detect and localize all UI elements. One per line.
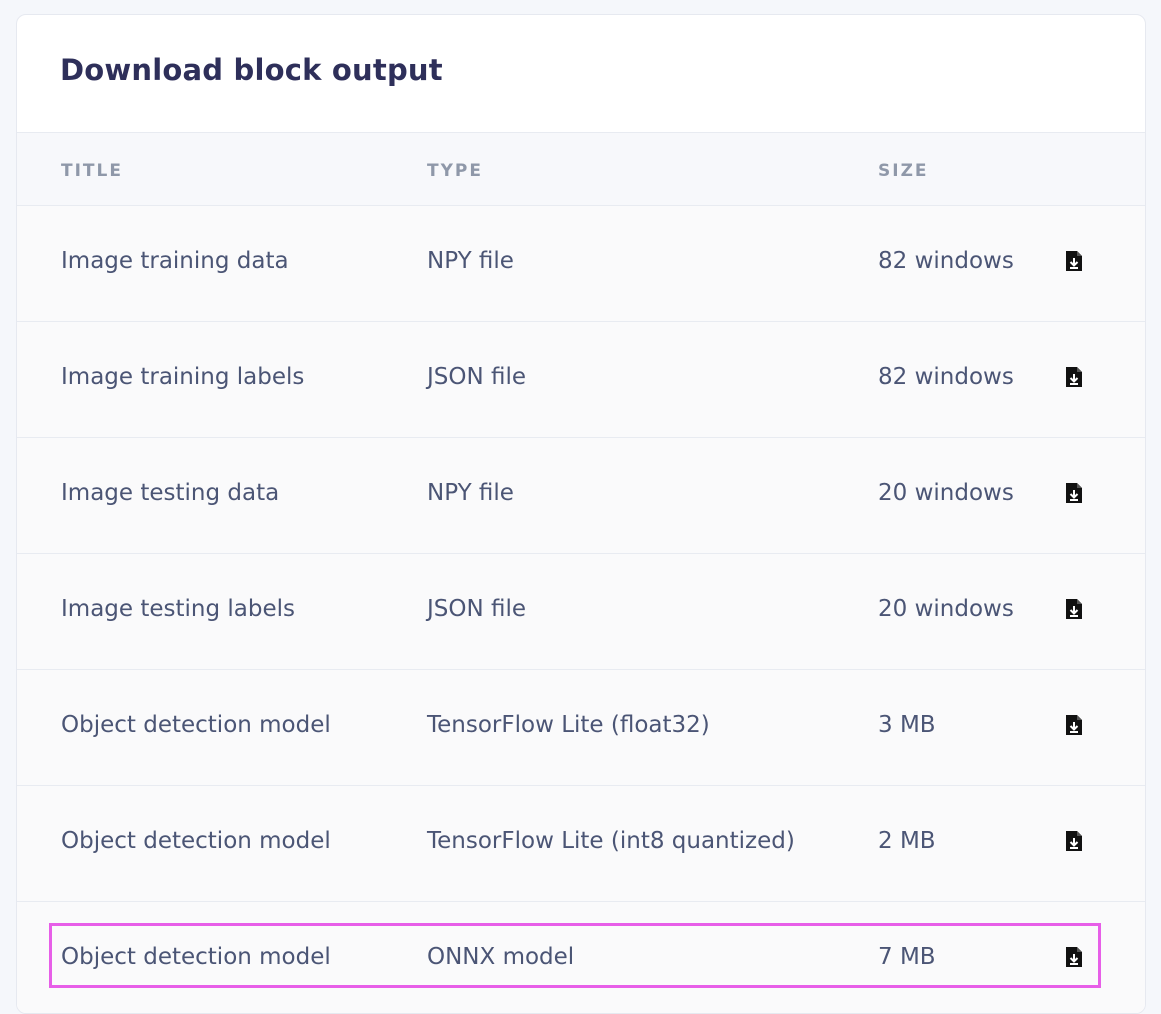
row-type: TensorFlow Lite (int8 quantized) [427,828,795,854]
row-type: TensorFlow Lite (float32) [427,712,710,738]
table-row: Image training labels JSON file 82 windo… [17,322,1145,438]
table-row: Image testing data NPY file 20 windows [17,438,1145,554]
row-title: Image testing data [61,480,280,506]
table-row: Object detection model TensorFlow Lite (… [17,670,1145,786]
file-download-icon[interactable] [1065,598,1085,622]
row-size: 82 windows [878,364,1014,390]
table-row-selected: Object detection model ONNX model 7 MB [17,902,1145,1013]
row-size: 82 windows [878,248,1014,274]
download-block-output-panel: Download block output TITLE TYPE SIZE Im… [16,14,1146,1014]
table-row: Image testing labels JSON file 20 window… [17,554,1145,670]
table-row: Image training data NPY file 82 windows [17,206,1145,322]
row-title: Image training data [61,248,289,274]
row-size: 20 windows [878,480,1014,506]
table-row: Object detection model TensorFlow Lite (… [17,786,1145,902]
row-size: 2 MB [878,828,936,854]
row-title: Object detection model [61,944,331,970]
row-title: Object detection model [61,828,331,854]
row-type: NPY file [427,480,514,506]
row-title: Object detection model [61,712,331,738]
file-download-icon[interactable] [1065,250,1085,274]
row-type: ONNX model [427,944,575,970]
row-size: 7 MB [878,944,936,970]
row-size: 20 windows [878,596,1014,622]
row-type: NPY file [427,248,514,274]
file-download-icon[interactable] [1065,830,1085,854]
panel-title: Download block output [60,53,443,87]
column-header-title: TITLE [61,161,123,181]
table-body: Image training data NPY file 82 windows … [17,206,1145,1013]
file-download-icon[interactable] [1065,714,1085,738]
row-title: Image training labels [61,364,305,390]
row-title: Image testing labels [61,596,295,622]
file-download-icon[interactable] [1065,482,1085,506]
file-download-icon[interactable] [1065,946,1085,970]
row-size: 3 MB [878,712,936,738]
row-type: JSON file [427,596,527,622]
column-header-type: TYPE [427,161,483,181]
file-download-icon[interactable] [1065,366,1085,390]
column-header-size: SIZE [878,161,929,181]
row-type: JSON file [427,364,527,390]
table-header: TITLE TYPE SIZE [17,132,1145,206]
